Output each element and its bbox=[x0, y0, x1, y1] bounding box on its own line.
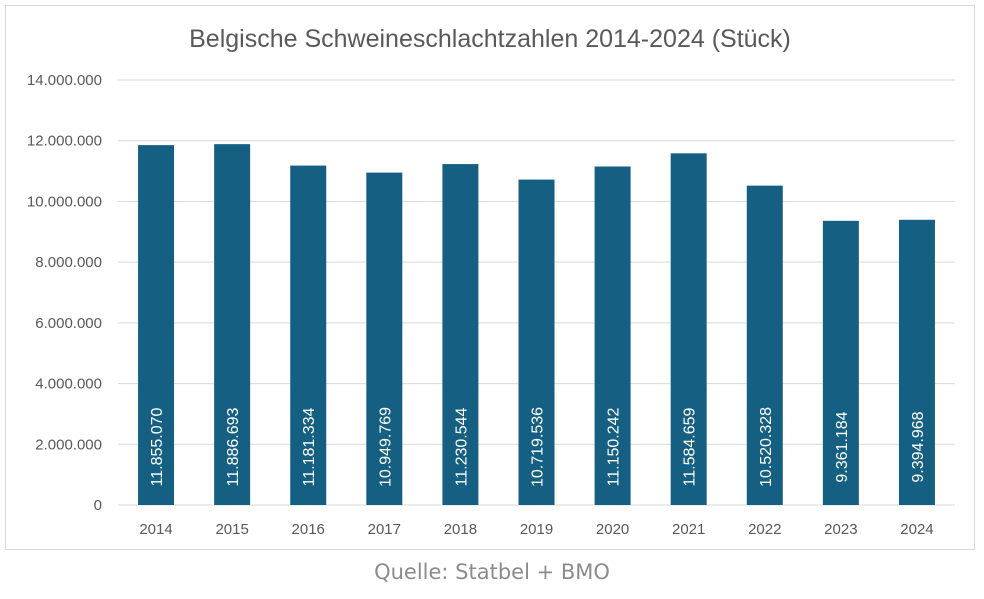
bar-value-label: 10.719.536 bbox=[530, 407, 547, 487]
y-tick-label: 4.000.000 bbox=[35, 376, 102, 393]
x-tick-label: 2017 bbox=[368, 521, 401, 538]
y-tick-label: 14.000.000 bbox=[27, 72, 102, 89]
bar-2022 bbox=[746, 185, 783, 505]
x-tick-label: 2014 bbox=[139, 521, 172, 538]
bar-value-label: 11.584.659 bbox=[682, 407, 699, 486]
bar-2020 bbox=[594, 166, 631, 506]
bar-value-label: 9.394.968 bbox=[910, 411, 927, 482]
bar-value-label: 11.150.242 bbox=[606, 407, 623, 486]
bar-2015 bbox=[214, 144, 251, 505]
y-tick-label: 8.000.000 bbox=[35, 254, 102, 271]
x-tick-label: 2022 bbox=[748, 521, 781, 538]
bars: 11.855.070 11.886.693 11.181.334 10.949.769… bbox=[138, 144, 935, 506]
y-axis-tick-labels: 0 2.000.000 4.000.000 6.000.000 8.000.000 10.… bbox=[27, 72, 102, 514]
bar-value-label: 9.361.184 bbox=[834, 411, 851, 482]
y-tick-label: 2.000.000 bbox=[35, 436, 102, 453]
y-tick-label: 10.000.000 bbox=[27, 193, 102, 210]
bar-value-label: 11.886.693 bbox=[225, 407, 242, 486]
chart-title: Belgische Schweineschlachtzahlen 2014-20… bbox=[189, 25, 791, 53]
y-tick-label: 0 bbox=[94, 497, 102, 514]
bar-2016 bbox=[290, 165, 327, 505]
x-tick-label: 2015 bbox=[215, 521, 248, 538]
bar-value-label: 10.949.769 bbox=[377, 407, 394, 487]
bar-2024 bbox=[898, 219, 935, 506]
bar-value-label: 11.855.070 bbox=[149, 407, 166, 486]
x-tick-label: 2021 bbox=[672, 521, 705, 538]
bar-value-label: 11.181.334 bbox=[301, 407, 318, 486]
y-tick-label: 12.000.000 bbox=[27, 133, 102, 150]
bar-2014 bbox=[138, 145, 175, 505]
x-tick-label: 2023 bbox=[824, 521, 857, 538]
bar-2021 bbox=[670, 153, 707, 505]
y-tick-label: 6.000.000 bbox=[35, 315, 102, 332]
bar-2018 bbox=[442, 164, 479, 506]
bar-2023 bbox=[822, 220, 859, 505]
x-tick-label: 2024 bbox=[900, 521, 933, 538]
source-caption: Quelle: Statbel + BMO bbox=[374, 560, 610, 584]
bar-value-label: 10.520.328 bbox=[758, 407, 775, 487]
bar-value-label: 11.230.544 bbox=[453, 407, 470, 486]
x-tick-label: 2018 bbox=[444, 521, 477, 538]
bar-2019 bbox=[518, 179, 555, 505]
x-axis-tick-labels: 2014 2015 2016 2017 2018 2019 2020 2021 2022 2023… bbox=[139, 521, 933, 538]
x-tick-label: 2020 bbox=[596, 521, 629, 538]
x-tick-label: 2016 bbox=[292, 521, 325, 538]
bar-2017 bbox=[366, 172, 403, 505]
x-tick-label: 2019 bbox=[520, 521, 553, 538]
